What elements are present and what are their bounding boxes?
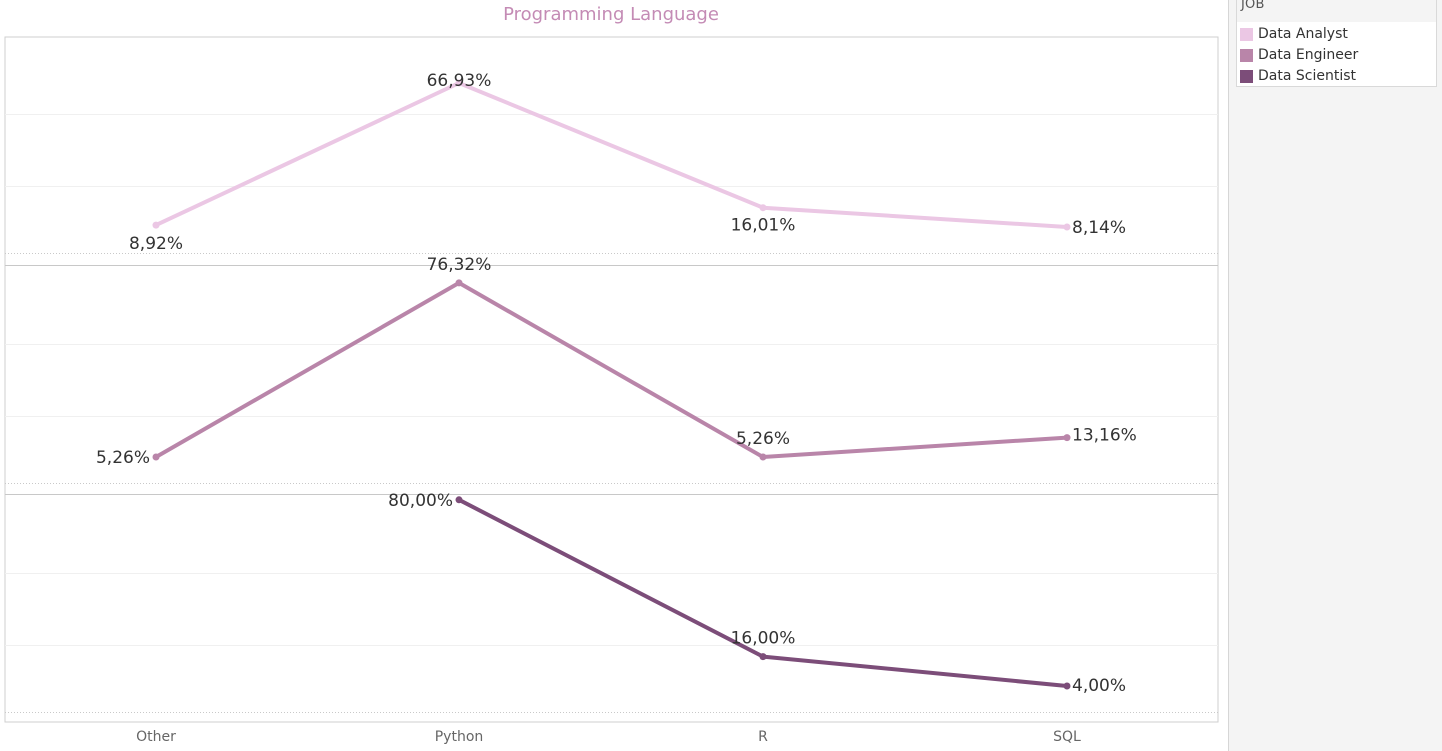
legend-header bbox=[1237, 0, 1436, 22]
data-label: 5,26% bbox=[96, 448, 150, 468]
data-point bbox=[759, 453, 767, 461]
data-point bbox=[1063, 223, 1071, 231]
legend-item-data-scientist[interactable]: Data Scientist bbox=[1240, 67, 1356, 85]
data-label: 80,00% bbox=[388, 491, 453, 511]
data-label: 8,92% bbox=[129, 234, 183, 254]
legend-item-data-engineer[interactable]: Data Engineer bbox=[1240, 46, 1358, 64]
data-point bbox=[1063, 682, 1071, 690]
legend-label: Data Scientist bbox=[1258, 68, 1356, 84]
data-label: 4,00% bbox=[1072, 676, 1126, 696]
side-panel bbox=[1228, 0, 1442, 751]
data-point bbox=[455, 279, 463, 287]
data-point bbox=[1063, 434, 1071, 442]
plot-frame bbox=[4, 36, 1219, 723]
data-point bbox=[759, 204, 767, 212]
legend-swatch bbox=[1240, 27, 1253, 41]
x-tick-label: Other bbox=[136, 729, 176, 745]
data-point bbox=[152, 453, 160, 461]
line-chart: 8,92% 66,93% 16,01% 8,14% 5,26% 76,32% 5,26% 13… bbox=[4, 36, 1219, 745]
legend-item-data-analyst[interactable]: Data Analyst bbox=[1240, 25, 1348, 43]
data-label: 5,26% bbox=[736, 429, 790, 449]
data-label: 13,16% bbox=[1072, 426, 1137, 446]
chart-title: Programming Language bbox=[503, 4, 719, 25]
data-label: 66,93% bbox=[427, 71, 492, 91]
series-line-data-analyst bbox=[154, 81, 1069, 229]
data-point bbox=[455, 496, 463, 504]
legend-title: JOB bbox=[1241, 0, 1265, 12]
data-point bbox=[455, 79, 463, 87]
data-label: 76,32% bbox=[427, 255, 492, 275]
legend-label: Data Analyst bbox=[1258, 26, 1348, 42]
x-tick-label: Python bbox=[435, 729, 484, 745]
data-label: 8,14% bbox=[1072, 218, 1126, 238]
x-tick-label: R bbox=[758, 729, 768, 745]
series-line-data-engineer bbox=[154, 280, 1069, 459]
data-point bbox=[152, 221, 160, 229]
legend-swatch bbox=[1240, 69, 1253, 83]
legend: JOB Data Analyst Data Engineer Data Scie… bbox=[1236, 0, 1437, 87]
legend-label: Data Engineer bbox=[1258, 47, 1359, 63]
data-point bbox=[759, 653, 767, 661]
x-tick-label: SQL bbox=[1053, 729, 1081, 745]
data-label: 16,00% bbox=[731, 629, 796, 649]
data-label: 16,01% bbox=[731, 216, 796, 236]
legend-swatch bbox=[1240, 48, 1253, 62]
